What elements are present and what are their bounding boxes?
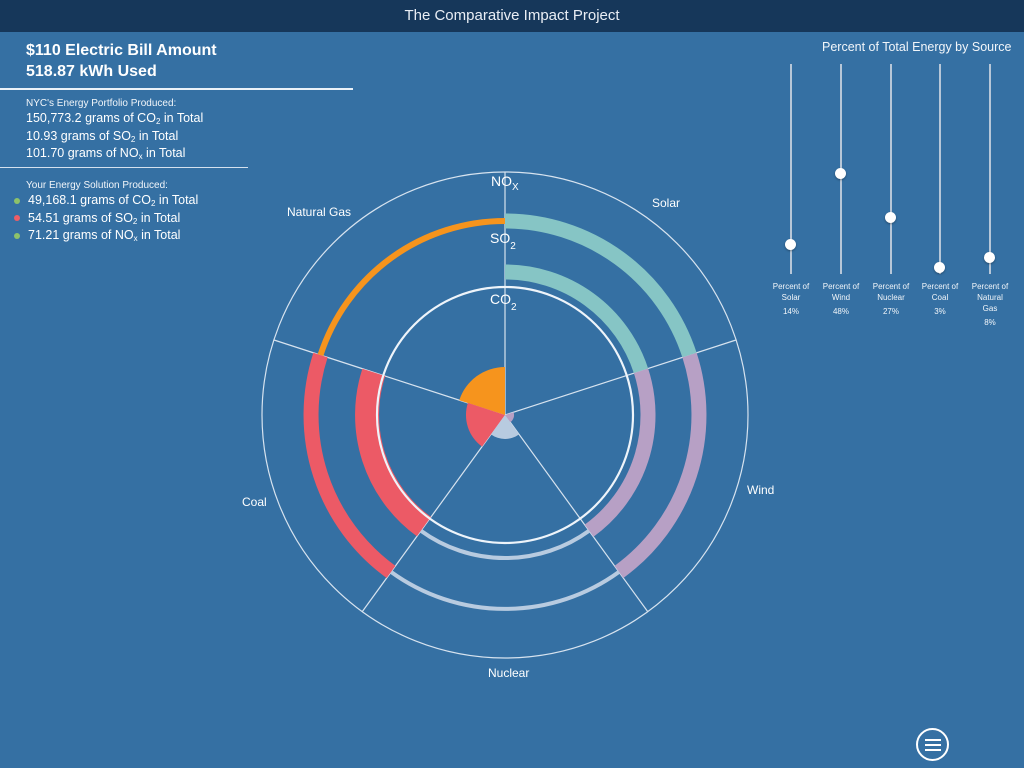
- so2-wind-arc: [584, 368, 656, 537]
- slider-label-natural-gas: Percent of Natural Gas 8%: [971, 282, 1009, 327]
- app-title-bar: The Comparative Impact Project: [0, 0, 1024, 32]
- solution-nox: 71.21 grams of NOx in Total: [12, 227, 198, 245]
- nox-coal-arc: [303, 352, 396, 578]
- bill-amount: $110 Electric Bill Amount: [26, 42, 217, 59]
- portfolio-nox: 101.70 grams of NOx in Total: [26, 146, 186, 161]
- so2-solar-arc: [504, 264, 649, 374]
- source-labels: Solar Wind Nuclear Coal Natural Gas: [242, 196, 774, 680]
- ring-labels: NOX SO2 CO2: [490, 173, 519, 313]
- spoke-bottom-right: [504, 414, 649, 613]
- portfolio-co2: 150,773.2 grams of CO2 in Total: [26, 111, 204, 126]
- menu-button[interactable]: [916, 728, 949, 761]
- nox-ring-label: NOX: [491, 173, 519, 193]
- slider-label-coal: Percent of Coal 3%: [921, 282, 959, 316]
- slider-handle-nuclear[interactable]: [885, 211, 896, 223]
- slider-label-nuclear: Percent of Nuclear 27%: [872, 282, 910, 316]
- source-label-nuclear: Nuclear: [488, 666, 529, 680]
- spoke-bottom-left: [361, 414, 506, 613]
- portfolio-divider: [0, 167, 248, 168]
- status-dot-so2: [14, 215, 20, 222]
- slider-handle-coal[interactable]: [934, 262, 945, 274]
- nox-solar-arc: [504, 213, 697, 358]
- source-label-solar: Solar: [652, 196, 680, 210]
- so2-ring-label: SO2: [490, 230, 516, 252]
- so2-coal-arc: [355, 368, 432, 537]
- co2-ring-label: CO2: [490, 291, 517, 313]
- nox-ring: [303, 213, 707, 611]
- co2-ring-outline: [375, 285, 635, 545]
- slider-label-wind: Percent of Wind 48%: [822, 282, 860, 316]
- status-dot-co2: [14, 197, 20, 204]
- nox-wind-arc: [614, 352, 707, 578]
- bill-summary: $110 Electric Bill Amount 518.87 kWh Use…: [26, 40, 217, 82]
- slider-handle-natural-gas[interactable]: [984, 251, 995, 263]
- your-solution-block: Your Energy Solution Produced: 49,168.1 …: [12, 179, 198, 245]
- slider-track[interactable]: [790, 64, 792, 274]
- source-label-natural-gas: Natural Gas: [287, 205, 351, 219]
- co2-wind-wedge: [505, 412, 515, 423]
- source-label-wind: Wind: [747, 483, 774, 497]
- solution-heading: Your Energy Solution Produced:: [26, 180, 168, 191]
- kwh-used: 518.87 kWh Used: [26, 63, 157, 80]
- co2-gas-wedge: [459, 366, 505, 415]
- summary-divider: [0, 88, 353, 90]
- so2-ring: [355, 264, 656, 560]
- energy-share-title: Percent of Total Energy by Source: [822, 40, 1012, 54]
- co2-wedges: [459, 366, 520, 447]
- app-title: The Comparative Impact Project: [404, 7, 620, 24]
- slider-label-solar: Percent of Solar 14%: [772, 282, 810, 316]
- co2-coal-wedge: [465, 402, 505, 447]
- slider-handle-wind[interactable]: [835, 167, 846, 179]
- solution-co2: 49,168.1 grams of CO2 in Total: [12, 192, 198, 210]
- portfolio-so2: 10.93 grams of SO2 in Total: [26, 128, 179, 144]
- source-label-coal: Coal: [242, 495, 267, 509]
- slider-track[interactable]: [939, 64, 941, 274]
- status-dot-nox: [14, 232, 20, 239]
- portfolio-heading: NYC's Energy Portfolio Produced:: [26, 98, 177, 109]
- nox-nuclear-arc: [389, 570, 621, 611]
- spoke-right: [504, 339, 737, 416]
- slider-track[interactable]: [890, 64, 892, 274]
- so2-nuclear-arc: [419, 529, 591, 560]
- nox-gas-arc: [317, 218, 506, 357]
- nyc-portfolio-block: NYC's Energy Portfolio Produced: 150,773…: [26, 97, 203, 163]
- solution-so2: 54.51 grams of SO2 in Total: [12, 210, 198, 228]
- co2-nuclear-wedge: [490, 415, 520, 439]
- slider-track[interactable]: [989, 64, 991, 274]
- slider-handle-solar[interactable]: [785, 239, 796, 251]
